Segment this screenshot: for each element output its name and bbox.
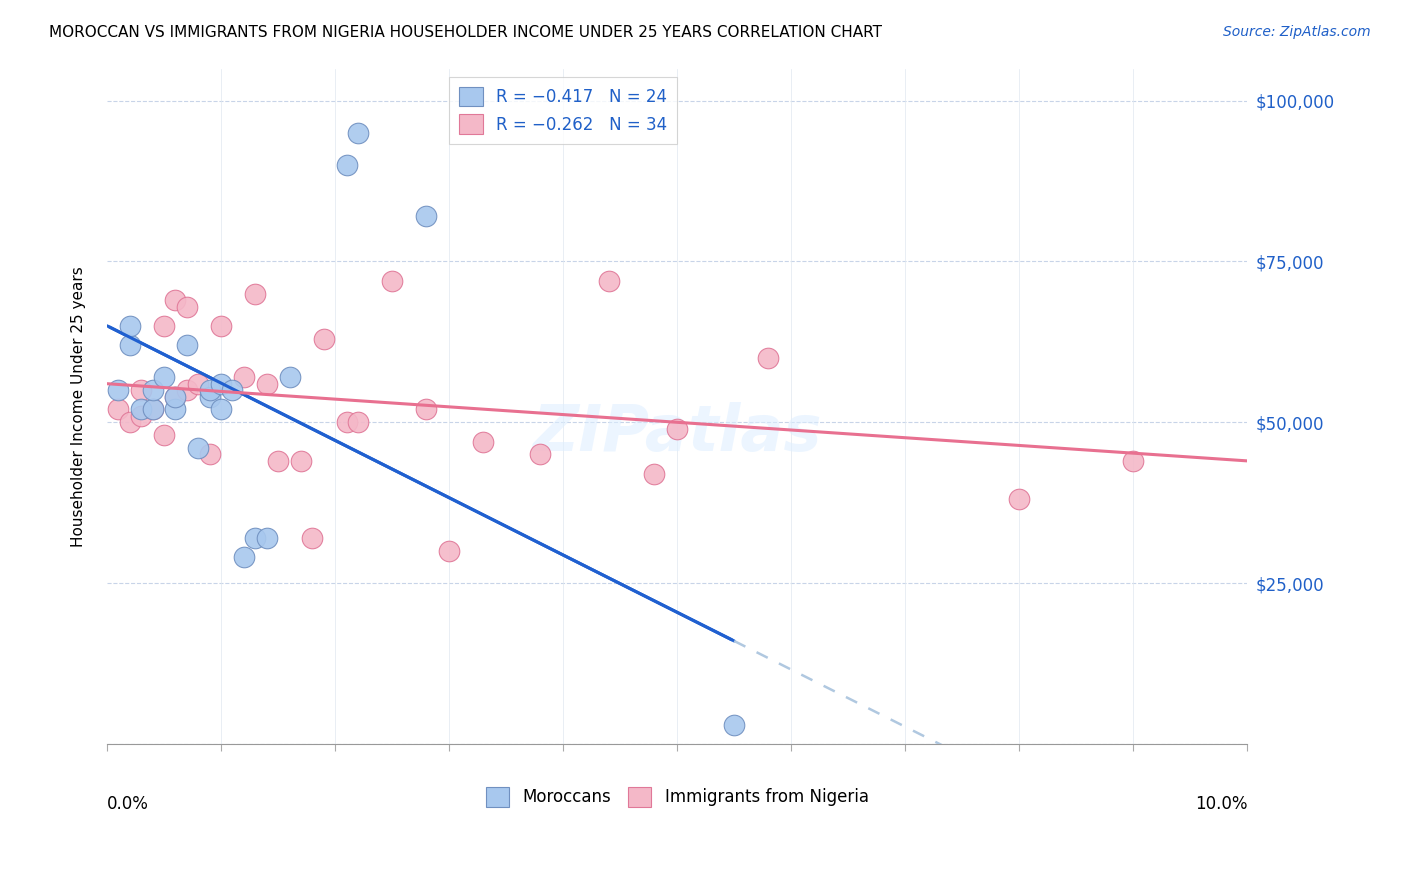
Point [198,383,221,397]
Text: Source: ZipAtlas.com: Source: ZipAtlas.com [1223,25,1371,39]
Point [165,402,187,417]
Point [165,293,187,307]
Point [153,318,176,333]
Point [209,376,232,391]
Text: 10.0%: 10.0% [1195,795,1247,813]
Point [142,402,165,417]
Point [153,428,176,442]
Point [187,441,209,455]
Point [245,531,267,545]
Point [347,415,370,429]
Point [165,390,187,404]
Point [1122,454,1144,468]
Point [187,376,209,391]
Point [301,531,323,545]
Point [118,338,141,352]
Point [142,402,165,417]
Point [415,402,437,417]
Point [118,415,141,429]
Point [415,210,437,224]
Point [221,383,243,397]
Point [198,390,221,404]
Point [290,454,312,468]
Point [129,383,152,397]
Point [232,550,254,565]
Point [256,376,278,391]
Point [153,370,176,384]
Point [209,402,232,417]
Point [437,544,460,558]
Text: ZIPatlas: ZIPatlas [533,402,823,464]
Point [107,402,129,417]
Point [107,383,129,397]
Point [335,415,357,429]
Point [129,409,152,423]
Legend: Moroccans, Immigrants from Nigeria: Moroccans, Immigrants from Nigeria [479,780,875,814]
Point [176,300,198,314]
Point [1008,492,1031,507]
Point [335,158,357,172]
Point [643,467,665,481]
Point [245,286,267,301]
Point [198,447,221,461]
Point [312,332,335,346]
Point [129,402,152,417]
Point [598,274,620,288]
Point [176,338,198,352]
Point [758,351,780,365]
Point [142,383,165,397]
Y-axis label: Householder Income Under 25 years: Householder Income Under 25 years [72,266,86,547]
Point [176,383,198,397]
Point [232,370,254,384]
Point [347,126,370,140]
Point [666,422,689,436]
Point [723,717,745,731]
Point [209,318,232,333]
Point [472,434,495,449]
Text: MOROCCAN VS IMMIGRANTS FROM NIGERIA HOUSEHOLDER INCOME UNDER 25 YEARS CORRELATIO: MOROCCAN VS IMMIGRANTS FROM NIGERIA HOUS… [49,25,882,40]
Point [256,531,278,545]
Point [529,447,551,461]
Point [381,274,404,288]
Point [267,454,290,468]
Point [278,370,301,384]
Point [165,390,187,404]
Point [118,318,141,333]
Text: 0.0%: 0.0% [107,795,149,813]
